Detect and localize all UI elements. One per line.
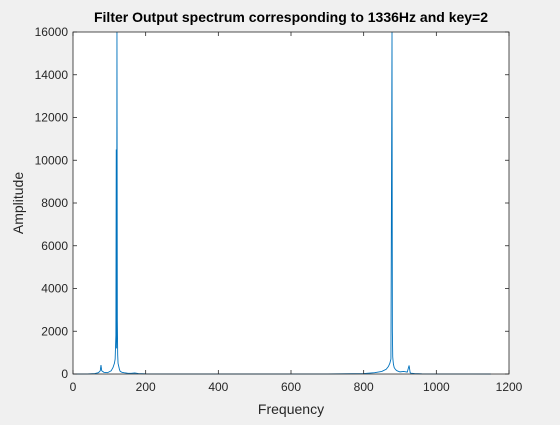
y-tick-label-0: 0 (61, 367, 68, 381)
x-tick-label-1: 200 (136, 380, 156, 394)
x-tick-label-6: 1200 (496, 380, 523, 394)
x-tick-label-2: 400 (208, 380, 228, 394)
y-tick-label-2: 4000 (41, 282, 68, 296)
x-axis-title: Frequency (258, 401, 324, 417)
y-tick-label-8: 16000 (35, 25, 69, 39)
y-tick-label-7: 14000 (35, 68, 69, 82)
y-tick-label-5: 10000 (35, 153, 69, 167)
chart-title: Filter Output spectrum corresponding to … (94, 9, 488, 25)
y-tick-label-6: 12000 (35, 111, 69, 125)
x-tick-label-3: 600 (281, 380, 301, 394)
y-axis-title: Amplitude (10, 172, 26, 234)
plot-area (73, 32, 509, 374)
plot-box (72, 31, 510, 375)
axis-layer: 0 200 400 600 800 1000 12000200040006000800010… (35, 25, 523, 394)
x-tick-label-0: 0 (70, 380, 77, 394)
x-tick-label-4: 800 (354, 380, 374, 394)
y-tick-label-1: 2000 (41, 324, 68, 338)
x-tick-label-5: 1000 (423, 380, 450, 394)
y-tick-label-4: 8000 (41, 196, 68, 210)
y-tick-label-3: 6000 (41, 239, 68, 253)
